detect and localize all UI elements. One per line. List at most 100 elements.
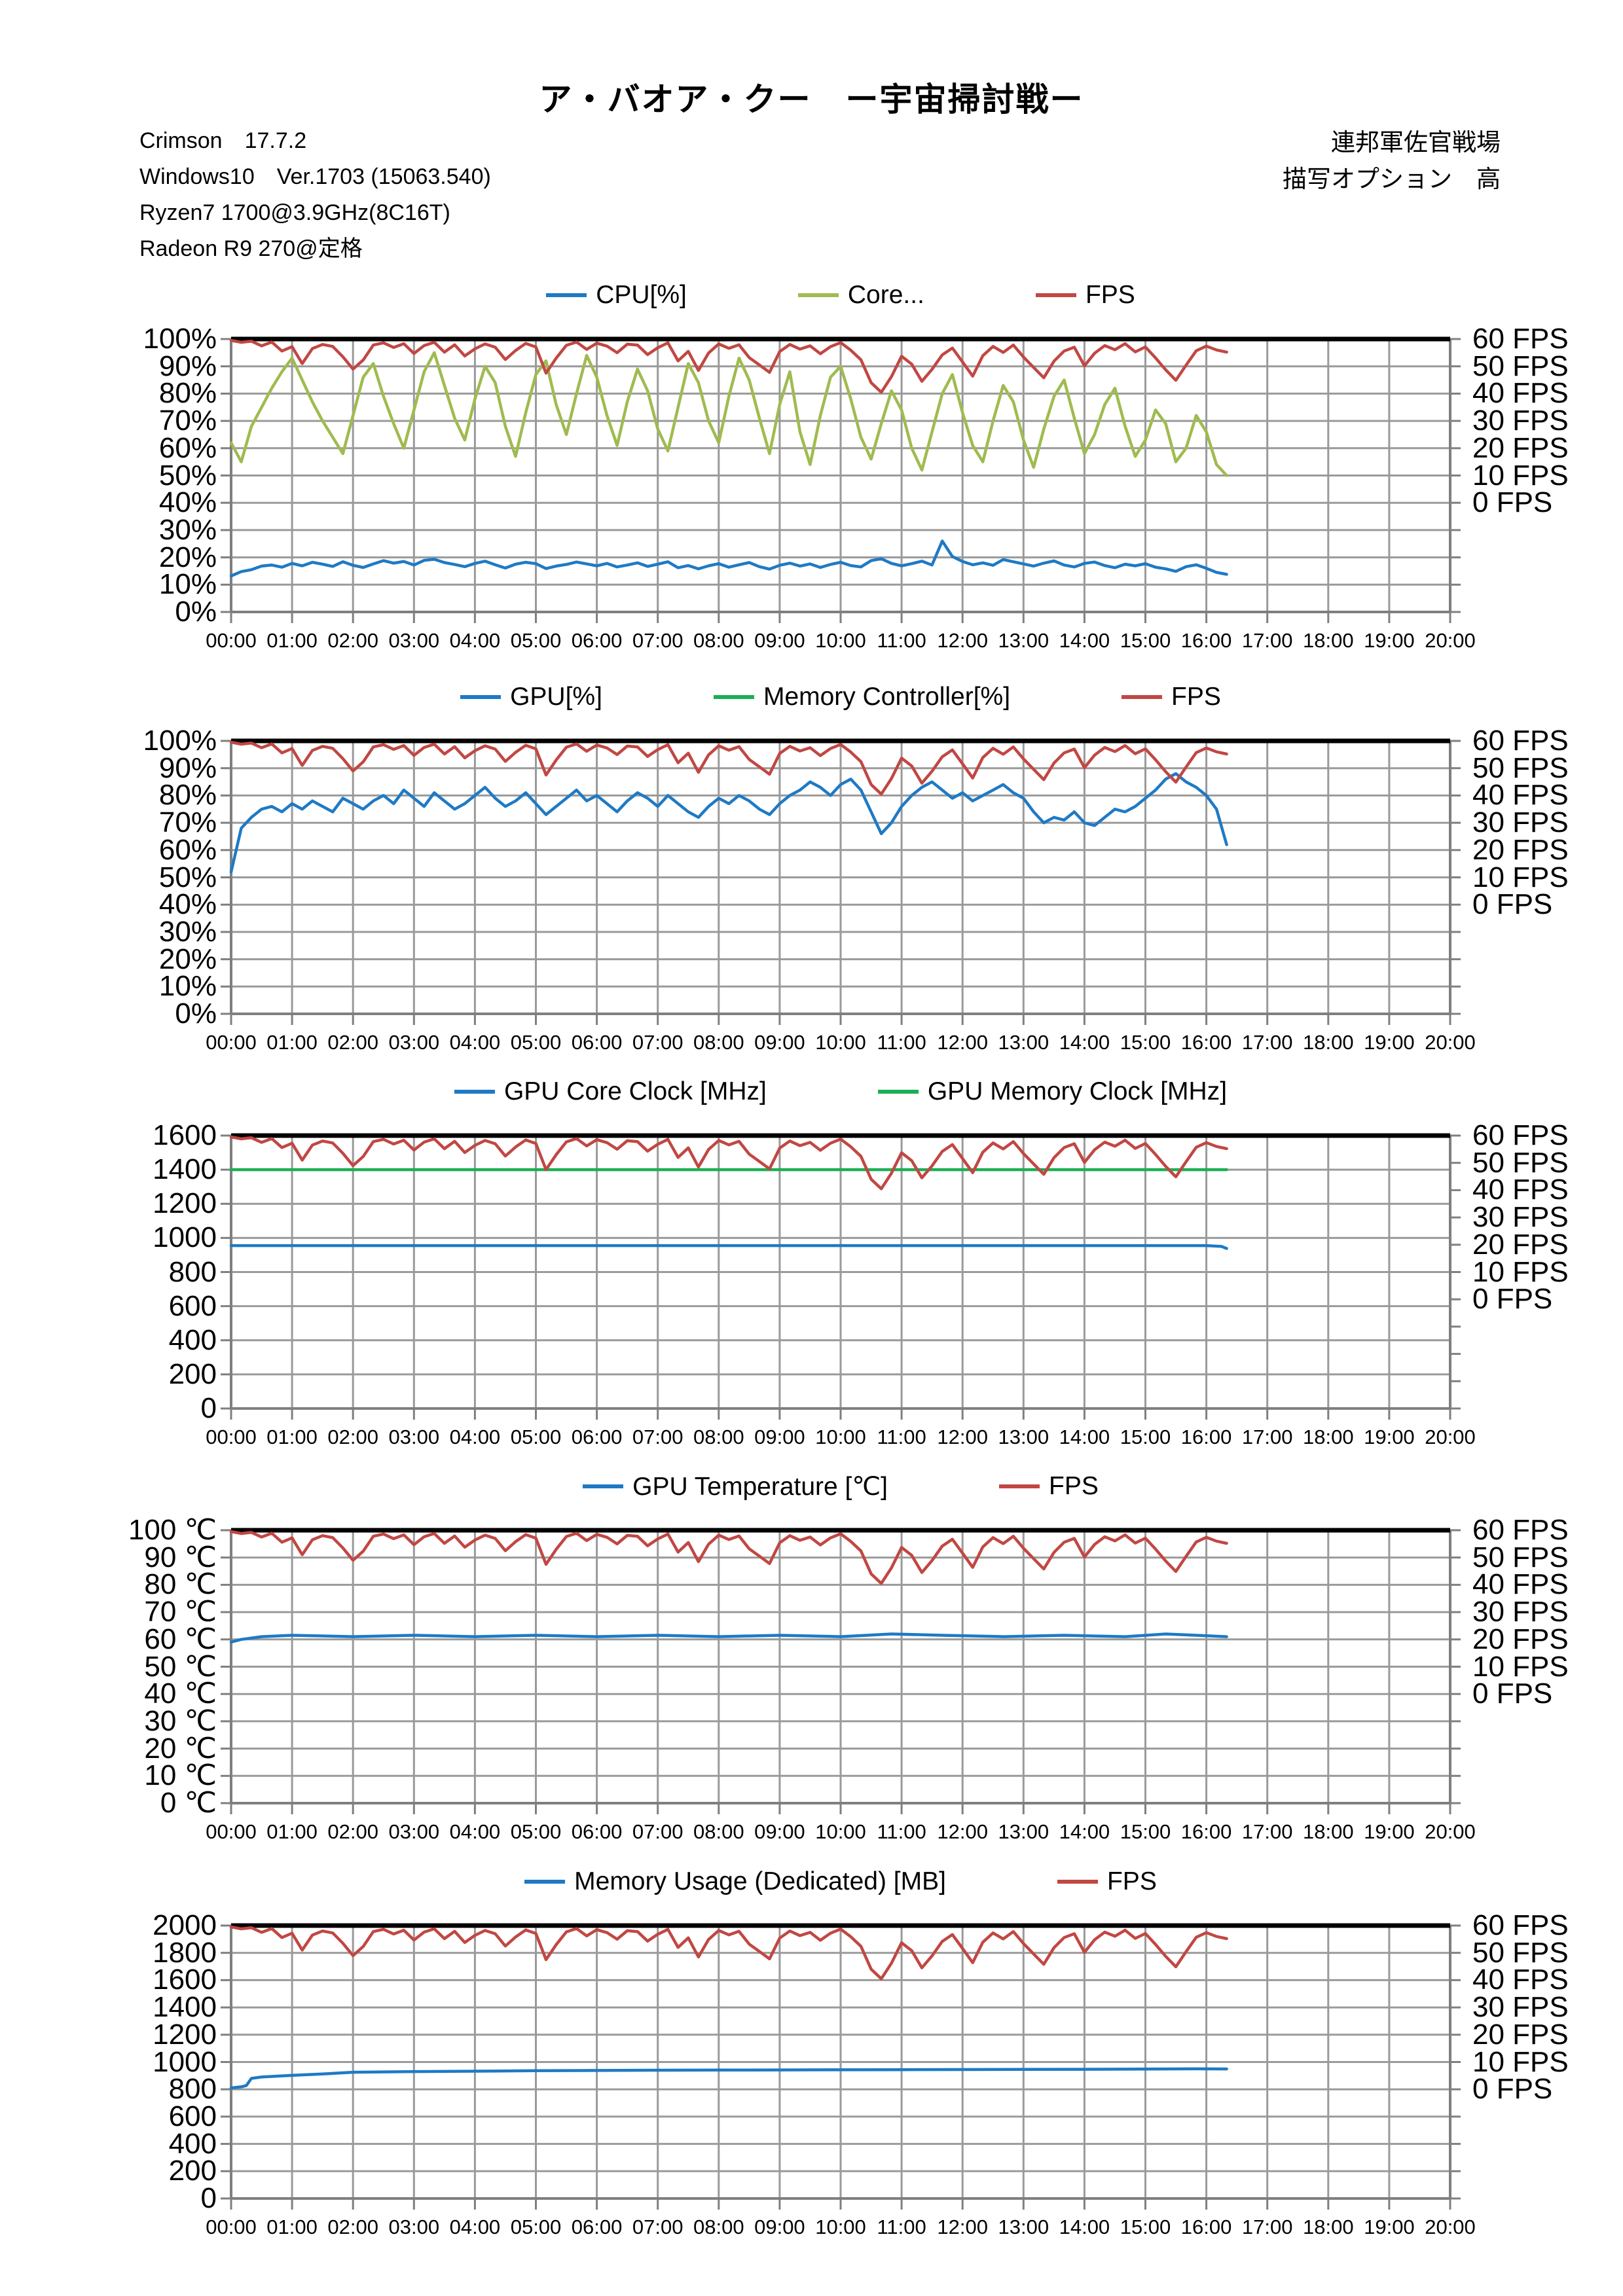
x-axis-label: 13:00 xyxy=(998,1031,1049,1054)
y-axis-label: 200 xyxy=(168,2155,217,2187)
series-line-gpu-temperature xyxy=(229,1632,1228,1644)
legend-item: GPU Core Clock [MHz] xyxy=(454,1077,767,1106)
x-axis-label: 05:00 xyxy=(510,1426,562,1448)
x-axis-label: 00:00 xyxy=(206,2215,257,2238)
legend-item: GPU Temperature [℃] xyxy=(583,1472,888,1501)
y-axis-label: 70% xyxy=(158,806,217,839)
x-axis-label: 03:00 xyxy=(388,1426,440,1448)
x-axis-label: 19:00 xyxy=(1364,1426,1415,1448)
legend-line-swatch xyxy=(460,695,501,699)
x-axis-label: 18:00 xyxy=(1303,629,1354,652)
system-info-block: Crimson 17.7.2 Windows10 Ver.1703 (15063… xyxy=(139,123,491,267)
x-axis-label: 12:00 xyxy=(937,1426,988,1448)
x-axis-label: 14:00 xyxy=(1059,629,1110,652)
y-axis-label: 80% xyxy=(158,779,217,812)
x-axis-label: 13:00 xyxy=(998,1820,1049,1843)
y-axis-label: 1400 xyxy=(153,1153,217,1186)
x-axis-label: 12:00 xyxy=(937,1820,988,1843)
fps-axis-label: 0 FPS xyxy=(1472,1677,1553,1710)
y-axis-label: 80 ℃ xyxy=(144,1568,217,1601)
x-axis-label: 20:00 xyxy=(1425,1820,1476,1843)
series-line-gpu-core-clock xyxy=(229,1244,1228,1250)
y-axis-label: 70% xyxy=(158,404,217,437)
x-axis-label: 02:00 xyxy=(327,1426,378,1448)
fps-axis-label: 0 FPS xyxy=(1472,888,1553,921)
x-axis-label: 10:00 xyxy=(815,629,866,652)
x-axis-label: 06:00 xyxy=(571,629,623,652)
fps-axis-label: 20 FPS xyxy=(1472,1228,1569,1261)
y-axis-label: 1000 xyxy=(153,2045,217,2078)
legend-memory-usage: Memory Usage (Dedicated) [MB] FPS xyxy=(231,1865,1450,1898)
legend-label: Memory Usage (Dedicated) [MB] xyxy=(574,1867,946,1895)
y-axis-label: 0 ℃ xyxy=(160,1787,217,1819)
y-axis-label: 0% xyxy=(175,997,217,1030)
y-axis-label: 50% xyxy=(158,861,217,893)
x-axis-label: 06:00 xyxy=(571,2215,623,2238)
y-axis-label: 60% xyxy=(158,431,217,464)
x-axis-label: 13:00 xyxy=(998,1426,1049,1448)
y-axis-label: 100 ℃ xyxy=(128,1514,217,1546)
x-axis-label: 02:00 xyxy=(327,1031,378,1054)
x-axis-label: 00:00 xyxy=(206,1031,257,1054)
fps-axis-label: 60 FPS xyxy=(1472,1909,1569,1941)
y-axis-label: 1000 xyxy=(153,1221,217,1254)
legend-label: FPS xyxy=(1171,683,1221,711)
fps-axis-label: 10 FPS xyxy=(1472,1255,1569,1288)
legend-label: GPU Memory Clock [MHz] xyxy=(927,1077,1228,1105)
y-axis-label: 600 xyxy=(168,2100,217,2132)
x-axis-label: 03:00 xyxy=(388,2215,440,2238)
legend-label: GPU Temperature [℃] xyxy=(632,1472,888,1501)
x-axis-label: 15:00 xyxy=(1120,629,1171,652)
x-axis-label: 15:00 xyxy=(1120,2215,1171,2238)
legend-item: FPS xyxy=(1035,281,1135,310)
series-line-fps xyxy=(229,338,1228,394)
x-axis-label: 03:00 xyxy=(388,629,440,652)
y-axis-label: 100% xyxy=(143,323,217,355)
y-axis-label: 90 ℃ xyxy=(144,1541,217,1573)
legend-line-swatch xyxy=(524,1880,566,1884)
y-axis-label: 0% xyxy=(175,596,217,628)
x-axis-label: 03:00 xyxy=(388,1031,440,1054)
y-axis-label: 10% xyxy=(158,568,217,601)
x-axis-label: 02:00 xyxy=(327,629,378,652)
x-axis-label: 08:00 xyxy=(693,1820,744,1843)
x-axis-label: 19:00 xyxy=(1364,1820,1415,1843)
x-axis-label: 14:00 xyxy=(1059,1426,1110,1448)
fps-axis-label: 50 FPS xyxy=(1472,751,1569,784)
legend-item: Memory Controller[%] xyxy=(713,683,1010,711)
x-axis-label: 20:00 xyxy=(1425,629,1476,652)
x-axis-label: 07:00 xyxy=(632,1820,684,1843)
legend-gpu-clocks: GPU Core Clock [MHz] GPU Memory Clock [MH… xyxy=(231,1075,1450,1108)
x-axis-label: 04:00 xyxy=(449,629,501,652)
y-axis-label: 200 xyxy=(168,1357,217,1390)
x-axis-label: 04:00 xyxy=(449,1820,501,1843)
legend-label: Core... xyxy=(847,281,924,309)
x-axis-label: 03:00 xyxy=(388,1820,440,1843)
fps-axis-label: 60 FPS xyxy=(1472,323,1569,355)
x-axis-label: 05:00 xyxy=(510,2215,562,2238)
x-axis-label: 01:00 xyxy=(266,1820,318,1843)
fps-axis-label: 10 FPS xyxy=(1472,1650,1569,1683)
x-axis-label: 19:00 xyxy=(1364,629,1415,652)
fps-axis-label: 50 FPS xyxy=(1472,1936,1569,1969)
x-axis-label: 10:00 xyxy=(815,1820,866,1843)
y-axis-label: 10% xyxy=(158,970,217,1003)
legend-label: FPS xyxy=(1106,1867,1157,1895)
y-axis-label: 0 xyxy=(200,1392,217,1424)
x-axis-label: 08:00 xyxy=(693,1426,744,1448)
y-axis-label: 60% xyxy=(158,833,217,866)
series-line-fps xyxy=(229,1925,1228,1981)
y-axis-label: 600 xyxy=(168,1289,217,1322)
x-axis-label: 09:00 xyxy=(754,2215,805,2238)
fps-axis-label: 10 FPS xyxy=(1472,861,1569,893)
x-axis-label: 13:00 xyxy=(998,629,1049,652)
y-axis-label: 50% xyxy=(158,459,217,492)
x-axis-label: 16:00 xyxy=(1180,1426,1232,1448)
x-axis-label: 02:00 xyxy=(327,1820,378,1843)
y-axis-label: 30% xyxy=(158,915,217,948)
y-axis-label: 800 xyxy=(168,1255,217,1288)
x-axis-label: 11:00 xyxy=(877,629,926,652)
x-axis-label: 20:00 xyxy=(1425,1426,1476,1448)
y-axis-label: 70 ℃ xyxy=(144,1596,217,1628)
